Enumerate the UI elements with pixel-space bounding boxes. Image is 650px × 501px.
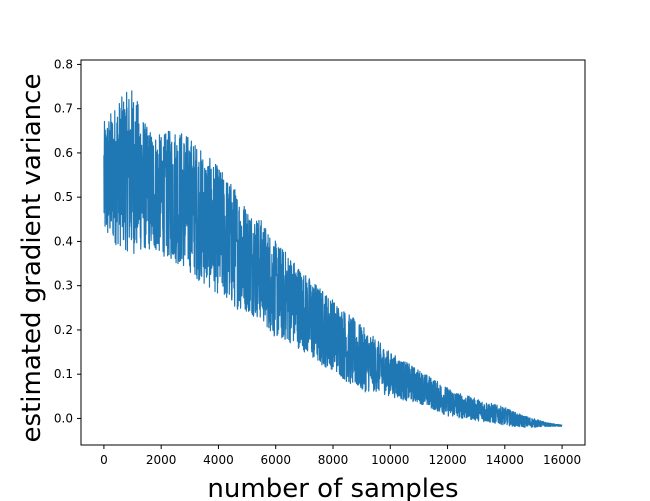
y-tick-label: 0.0 bbox=[54, 411, 73, 425]
x-tick-label: 2000 bbox=[146, 453, 177, 467]
y-tick-label: 0.2 bbox=[54, 323, 73, 337]
series-line bbox=[103, 90, 563, 428]
x-tick-label: 6000 bbox=[260, 453, 291, 467]
y-tick-label: 0.3 bbox=[54, 279, 73, 293]
plot-frame bbox=[80, 59, 586, 446]
y-tick-label: 0.8 bbox=[54, 57, 73, 71]
x-tick-label: 8000 bbox=[318, 453, 349, 467]
y-axis-label: estimated gradient variance bbox=[17, 74, 47, 443]
y-axis: 0.0 0.1 0.2 0.3 0.4 0.5 0.6 0.7 0.8 bbox=[54, 57, 81, 425]
x-tick-label: 12000 bbox=[428, 453, 466, 467]
x-tick-label: 14000 bbox=[486, 453, 524, 467]
y-tick-label: 0.7 bbox=[54, 102, 73, 116]
x-tick-label: 0 bbox=[100, 453, 108, 467]
y-tick-label: 0.1 bbox=[54, 367, 73, 381]
x-tick-label: 10000 bbox=[371, 453, 409, 467]
y-tick-label: 0.4 bbox=[54, 234, 73, 248]
x-tick-label: 16000 bbox=[543, 453, 581, 467]
plot-area bbox=[103, 90, 563, 428]
x-axis-label: number of samples bbox=[207, 474, 458, 501]
y-tick-label: 0.5 bbox=[54, 190, 73, 204]
x-axis: 0 2000 4000 6000 8000 10000 12000 14000 16000 bbox=[100, 445, 581, 467]
x-tick-label: 4000 bbox=[203, 453, 234, 467]
y-tick-label: 0.6 bbox=[54, 146, 73, 160]
